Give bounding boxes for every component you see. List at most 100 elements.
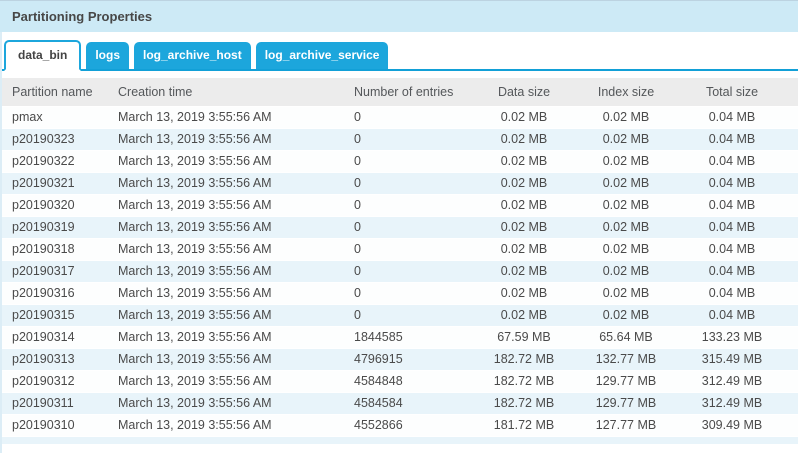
cell-number-of-entries: 0 bbox=[352, 260, 472, 283]
tab-log-archive-host[interactable]: log_archive_host bbox=[134, 42, 251, 69]
cell-total-size: 0.04 MB bbox=[676, 238, 788, 261]
cell-index-size: 0.02 MB bbox=[576, 282, 676, 305]
cell-index-size: 127.77 MB bbox=[576, 414, 676, 437]
cell-total-size: 0.04 MB bbox=[676, 304, 788, 327]
tab-data-bin[interactable]: data_bin bbox=[4, 40, 82, 71]
table-row[interactable]: p20190317 March 13, 2019 3:55:56 AM 0 0.02 … bbox=[0, 260, 798, 283]
cell-index-size: 0.02 MB bbox=[576, 216, 676, 239]
cell-filler bbox=[788, 414, 798, 437]
cell-partition-name: p20190317 bbox=[0, 260, 110, 283]
panel-title-bar: Partitioning Properties bbox=[0, 0, 798, 32]
cell-data-size: 0.02 MB bbox=[472, 216, 576, 239]
cell-partition-name: p20190320 bbox=[0, 194, 110, 217]
tab-logs[interactable]: logs bbox=[86, 42, 130, 69]
cell-number-of-entries: 0 bbox=[352, 106, 472, 129]
table-row[interactable]: pmax March 13, 2019 3:55:56 AM 0 0.02 MB 0.0… bbox=[0, 106, 798, 129]
table-row[interactable]: p20190313 March 13, 2019 3:55:56 AM 479691… bbox=[0, 348, 798, 371]
table-row[interactable]: p20190315 March 13, 2019 3:55:56 AM 0 0.02 … bbox=[0, 304, 798, 327]
cell-total-size: 133.23 MB bbox=[676, 326, 788, 349]
table-row[interactable]: p20190323 March 13, 2019 3:55:56 AM 0 0.02 … bbox=[0, 128, 798, 151]
cell-partition-name: p20190318 bbox=[0, 238, 110, 261]
cell-partition-name: p20190310 bbox=[0, 414, 110, 437]
cell-number-of-entries: 4552866 bbox=[352, 414, 472, 437]
cell-number-of-entries: 0 bbox=[352, 128, 472, 151]
cell-index-size: 65.64 MB bbox=[576, 326, 676, 349]
cell-creation-time: March 13, 2019 3:55:56 AM bbox=[110, 172, 352, 195]
cell-creation-time: March 13, 2019 3:55:56 AM bbox=[110, 260, 352, 283]
panel-left-border bbox=[0, 32, 2, 453]
cell-filler bbox=[788, 392, 798, 415]
cell-total-size: 0.04 MB bbox=[676, 282, 788, 305]
cell-partition-name: p20190321 bbox=[0, 172, 110, 195]
cell-creation-time: March 13, 2019 3:55:56 AM bbox=[110, 392, 352, 415]
table-row[interactable]: p20190322 March 13, 2019 3:55:56 AM 0 0.02 … bbox=[0, 150, 798, 173]
cell-data-size: 0.02 MB bbox=[472, 260, 576, 283]
table-row[interactable]: p20190314 March 13, 2019 3:55:56 AM 184458… bbox=[0, 326, 798, 349]
cell-partition-name: p20190323 bbox=[0, 128, 110, 151]
cell-creation-time: March 13, 2019 3:55:56 AM bbox=[110, 128, 352, 151]
cell-filler bbox=[788, 260, 798, 283]
cell-data-size: 0.02 MB bbox=[472, 150, 576, 173]
cell-index-size: 0.02 MB bbox=[576, 128, 676, 151]
cell-number-of-entries: 1844585 bbox=[352, 326, 472, 349]
cell-filler bbox=[788, 304, 798, 327]
cell-partition-name: p20190322 bbox=[0, 150, 110, 173]
cell-filler bbox=[788, 150, 798, 173]
table-row[interactable]: p20190311 March 13, 2019 3:55:56 AM 458458… bbox=[0, 392, 798, 415]
cell-number-of-entries: 4584584 bbox=[352, 392, 472, 415]
cell-total-size: 0.04 MB bbox=[676, 216, 788, 239]
cell-number-of-entries: 0 bbox=[352, 216, 472, 239]
cell-data-size: 0.02 MB bbox=[472, 128, 576, 151]
cell-index-size: 0.02 MB bbox=[576, 150, 676, 173]
column-header-number-of-entries[interactable]: Number of entries bbox=[352, 78, 472, 107]
cell-data-size: 0.02 MB bbox=[472, 194, 576, 217]
cell-partition-name: p20190316 bbox=[0, 282, 110, 305]
column-header-partition-name[interactable]: Partition name bbox=[0, 78, 110, 107]
cell-partition-name: p20190311 bbox=[0, 392, 110, 415]
table-row[interactable]: p20190318 March 13, 2019 3:55:56 AM 0 0.02 … bbox=[0, 238, 798, 261]
table-row[interactable]: p20190321 March 13, 2019 3:55:56 AM 0 0.02 … bbox=[0, 172, 798, 195]
cell-total-size: 312.49 MB bbox=[676, 370, 788, 393]
cell-number-of-entries: 4584848 bbox=[352, 370, 472, 393]
column-header-total-size[interactable]: Total size bbox=[676, 78, 788, 107]
cell-number-of-entries: 0 bbox=[352, 172, 472, 195]
next-row-partial bbox=[0, 436, 798, 444]
table-row[interactable]: p20190320 March 13, 2019 3:55:56 AM 0 0.02 … bbox=[0, 194, 798, 217]
cell-partition-name: p20190314 bbox=[0, 326, 110, 349]
table-row[interactable]: p20190310 March 13, 2019 3:55:56 AM 455286… bbox=[0, 414, 798, 437]
table-row[interactable]: p20190312 March 13, 2019 3:55:56 AM 458484… bbox=[0, 370, 798, 393]
cell-creation-time: March 13, 2019 3:55:56 AM bbox=[110, 414, 352, 437]
cell-index-size: 0.02 MB bbox=[576, 172, 676, 195]
cell-filler bbox=[788, 172, 798, 195]
cell-total-size: 0.04 MB bbox=[676, 128, 788, 151]
cell-total-size: 315.49 MB bbox=[676, 348, 788, 371]
cell-creation-time: March 13, 2019 3:55:56 AM bbox=[110, 194, 352, 217]
cell-data-size: 0.02 MB bbox=[472, 238, 576, 261]
cell-creation-time: March 13, 2019 3:55:56 AM bbox=[110, 348, 352, 371]
cell-index-size: 0.02 MB bbox=[576, 238, 676, 261]
table-header-row: Partition name Creation time Number of e… bbox=[0, 78, 798, 107]
column-header-creation-time[interactable]: Creation time bbox=[110, 78, 352, 107]
cell-index-size: 0.02 MB bbox=[576, 194, 676, 217]
cell-filler bbox=[788, 128, 798, 151]
tab-log-archive-service[interactable]: log_archive_service bbox=[255, 42, 389, 69]
cell-number-of-entries: 0 bbox=[352, 282, 472, 305]
cell-total-size: 0.04 MB bbox=[676, 172, 788, 195]
cell-data-size: 0.02 MB bbox=[472, 304, 576, 327]
cell-index-size: 132.77 MB bbox=[576, 348, 676, 371]
cell-total-size: 0.04 MB bbox=[676, 260, 788, 283]
cell-creation-time: March 13, 2019 3:55:56 AM bbox=[110, 370, 352, 393]
cell-partition-name: p20190315 bbox=[0, 304, 110, 327]
cell-filler bbox=[788, 238, 798, 261]
cell-data-size: 182.72 MB bbox=[472, 348, 576, 371]
column-header-data-size[interactable]: Data size bbox=[472, 78, 576, 107]
cell-index-size: 129.77 MB bbox=[576, 370, 676, 393]
partition-table: Partition name Creation time Number of e… bbox=[0, 78, 798, 437]
cell-number-of-entries: 0 bbox=[352, 238, 472, 261]
cell-filler bbox=[788, 370, 798, 393]
cell-creation-time: March 13, 2019 3:55:56 AM bbox=[110, 282, 352, 305]
table-row[interactable]: p20190319 March 13, 2019 3:55:56 AM 0 0.02 … bbox=[0, 216, 798, 239]
table-row[interactable]: p20190316 March 13, 2019 3:55:56 AM 0 0.02 … bbox=[0, 282, 798, 305]
cell-index-size: 0.02 MB bbox=[576, 304, 676, 327]
column-header-index-size[interactable]: Index size bbox=[576, 78, 676, 107]
